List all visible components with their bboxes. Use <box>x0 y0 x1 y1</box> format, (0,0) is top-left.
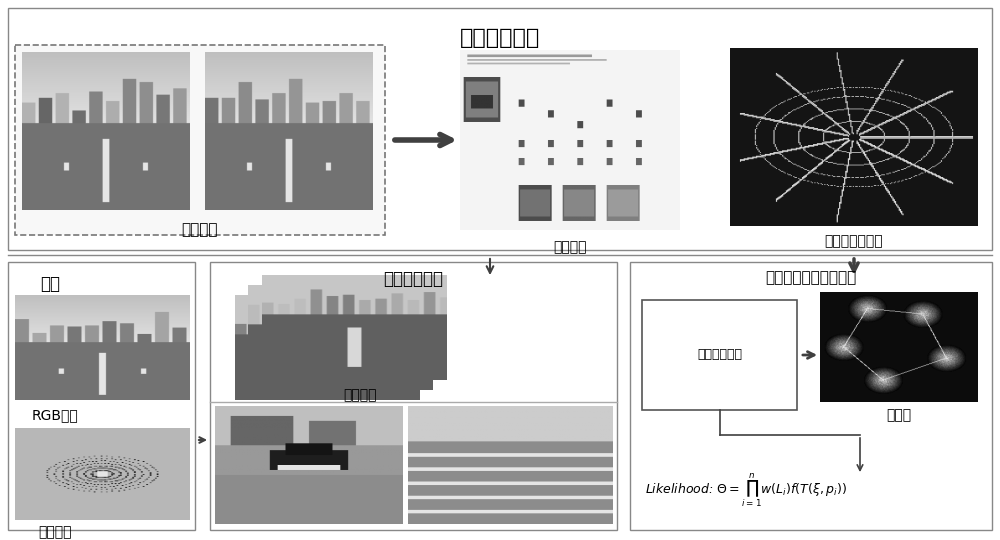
Text: 格网化: 格网化 <box>886 408 912 422</box>
Text: 语义地图激光雷达匹配: 语义地图激光雷达匹配 <box>765 270 857 285</box>
Text: 激光点云: 激光点云 <box>38 525 72 539</box>
Bar <box>642 300 797 410</box>
Text: 词袋模型: 词袋模型 <box>553 240 587 254</box>
Bar <box>630 262 992 530</box>
Text: $\mathit{Likelihood}$: $\mathit{\Theta} = \prod_{i=1}^{n} w(L_i)f(T(\xi, p_i))$: $\mathit{Likelihood}$: $\mathit{\Theta} … <box>645 471 847 509</box>
Text: 候选位姿: 候选位姿 <box>343 388 377 402</box>
Text: RGB图像: RGB图像 <box>32 408 78 422</box>
Bar <box>8 8 992 250</box>
Text: 输入: 输入 <box>40 275 60 293</box>
Text: 正太分布变换: 正太分布变换 <box>698 348 742 361</box>
Text: 多模态地图库: 多模态地图库 <box>460 28 540 48</box>
Text: 词袋模型匹配: 词袋模型匹配 <box>383 270 443 288</box>
Bar <box>15 45 385 235</box>
Text: 视觉特征: 视觉特征 <box>182 222 218 237</box>
Bar <box>210 262 617 530</box>
Bar <box>8 262 195 530</box>
Text: 高精度语义地图: 高精度语义地图 <box>825 234 883 248</box>
